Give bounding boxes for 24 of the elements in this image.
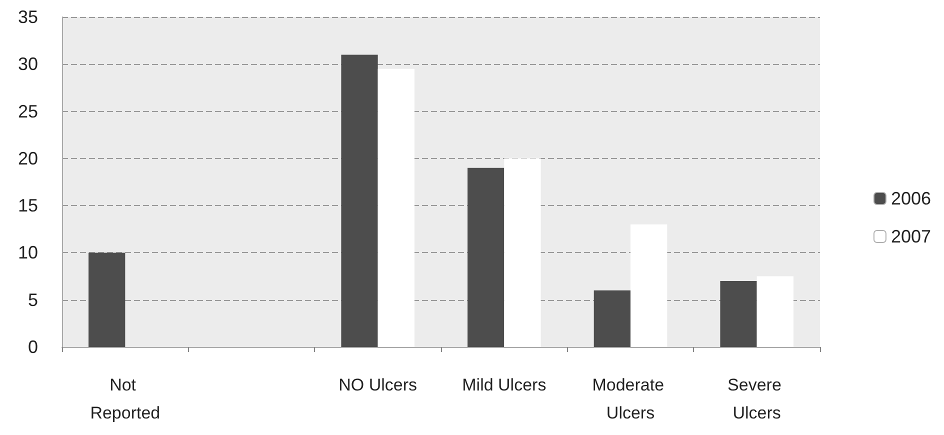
y-tick-label: 30: [18, 54, 38, 74]
bar: [341, 54, 378, 347]
bar: [378, 68, 414, 347]
bar: [756, 276, 794, 347]
legend-label: 2007: [890, 226, 932, 246]
x-tick-label: Severe Ulcers: [728, 376, 786, 422]
bar: [504, 158, 541, 347]
y-tick-label: 10: [18, 242, 38, 263]
bar: [88, 252, 126, 347]
bar: [468, 168, 504, 347]
legend-label: 2006: [890, 188, 932, 208]
y-tick-label: 15: [18, 196, 38, 216]
y-tick-label: 35: [18, 7, 38, 27]
x-tick-label: Moderate Ulcers: [592, 376, 669, 422]
bar: [594, 290, 630, 347]
x-tick-label: Mild Ulcers: [462, 376, 546, 394]
y-tick-label: 5: [28, 290, 38, 310]
y-tick-label: 25: [18, 101, 38, 122]
y-tick-label: 20: [18, 148, 38, 168]
y-tick-label: 0: [28, 337, 38, 357]
bar: [720, 281, 757, 347]
x-tick-label: NO Ulcers: [338, 376, 418, 394]
x-tick-label: Not Reported: [90, 376, 160, 422]
bar: [630, 224, 668, 347]
